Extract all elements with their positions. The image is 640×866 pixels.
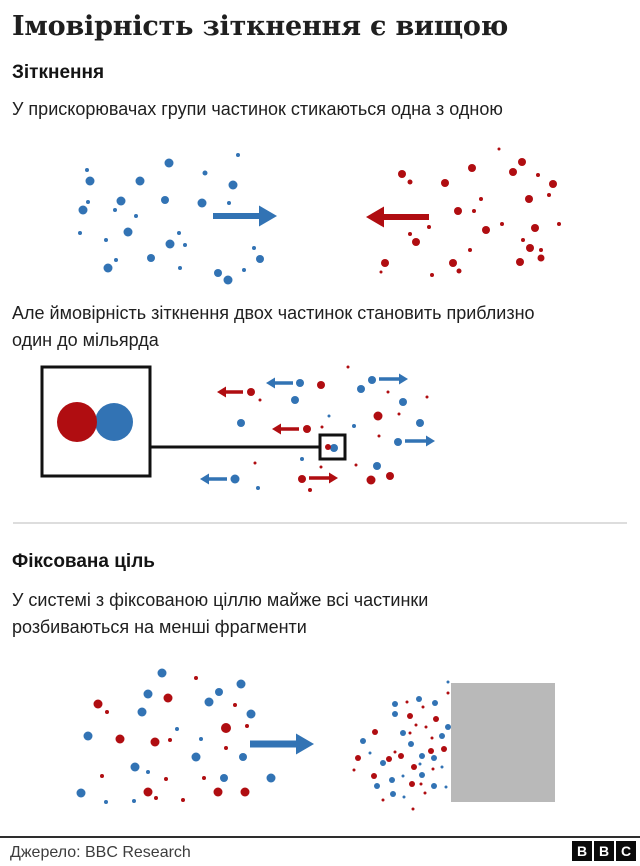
fixed-target-body-line1: У системі з фіксованою ціллю майже всі ч… <box>12 590 429 610</box>
section-fixed-target-heading: Фіксована ціль <box>12 551 155 572</box>
section-collision-body: У прискорювачах групи частинок стикаютьс… <box>12 99 503 119</box>
probability-body-line2: один до мільярда <box>12 330 159 350</box>
fixed-target-diagram <box>76 668 555 811</box>
fixed-target-body-line2: розбиваються на менші фрагменти <box>12 617 307 637</box>
page-title: Імовірність зіткнення є вищою <box>12 11 509 42</box>
bbc-logo-block-1: B <box>572 841 592 861</box>
section-divider <box>13 522 627 524</box>
colliding-beams-diagram <box>78 147 561 285</box>
collision-probability-zoom-diagram <box>40 365 435 492</box>
section-collision-heading: Зіткнення <box>12 62 105 83</box>
bbc-logo-block-2: B <box>594 841 614 861</box>
footer-rule <box>0 836 640 838</box>
source-credit: Джерело: BBC Research <box>10 844 191 861</box>
probability-body-line1: Але ймовірність зіткнення двох частинок … <box>12 303 535 323</box>
bbc-logo-block-3: C <box>616 841 636 861</box>
